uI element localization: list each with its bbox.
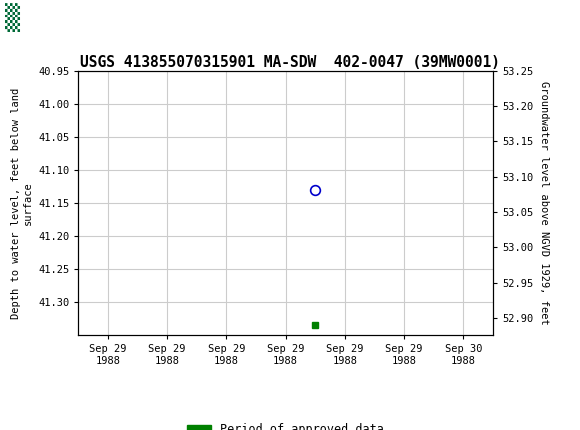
Y-axis label: Depth to water level, feet below land
surface: Depth to water level, feet below land su…: [11, 88, 32, 319]
Text: ▒: ▒: [5, 3, 20, 32]
Y-axis label: Groundwater level above NGVD 1929, feet: Groundwater level above NGVD 1929, feet: [539, 81, 549, 325]
Legend: Period of approved data: Period of approved data: [183, 418, 389, 430]
Bar: [3, 3, 58, 32]
Text: USGS: USGS: [22, 10, 69, 25]
Text: USGS 413855070315901 MA-SDW  402-0047 (39MW0001): USGS 413855070315901 MA-SDW 402-0047 (39…: [80, 55, 500, 70]
